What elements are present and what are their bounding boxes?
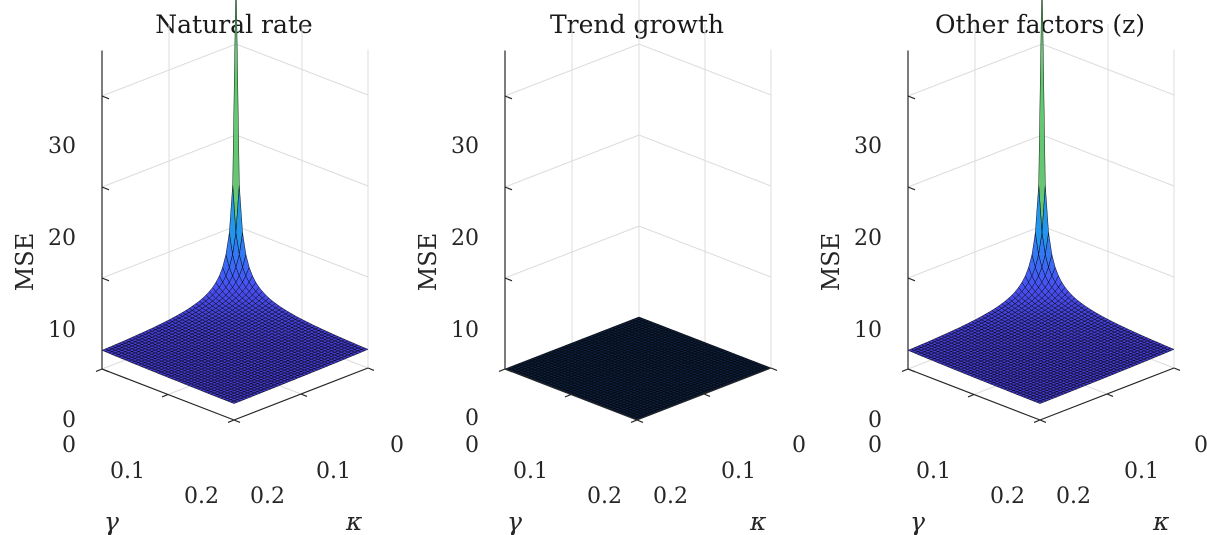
kappa-tick (233, 419, 241, 423)
z-tick (504, 186, 513, 191)
z-tick (907, 277, 916, 282)
z-tick-label: 20 (48, 226, 76, 251)
panel-title: Other factors (z) (935, 10, 1145, 39)
panel-other-factors: Other factors (z) 0 10 20 30 MSE 0 0.1 0… (817, 0, 1207, 535)
gamma-tick-label: 0.1 (110, 459, 145, 484)
gamma-tick (901, 368, 909, 372)
z-axis-label: MSE (414, 233, 442, 292)
kappa-tick-label: 0.2 (653, 484, 688, 509)
kappa-tick (703, 393, 711, 397)
kappa-axis-label: κ (1152, 507, 1170, 535)
gamma-tick (227, 419, 235, 423)
kappa-tick-label: 0.1 (1124, 459, 1159, 484)
kappa-tick (1039, 419, 1047, 423)
surface-patch (230, 400, 238, 404)
z-tick (101, 186, 110, 191)
grid-line (504, 225, 772, 279)
gamma-tick-label: 0.2 (990, 484, 1025, 509)
gamma-tick (498, 368, 506, 372)
panel-title: Natural rate (155, 10, 312, 39)
z-tick-label: 30 (451, 134, 479, 159)
gamma-tick-label: 0 (62, 433, 76, 458)
z-tick-label: 10 (48, 318, 76, 343)
kappa-tick (1173, 367, 1181, 371)
kappa-tick (636, 419, 644, 423)
gamma-tick-label: 0 (465, 433, 479, 458)
gamma-tick-label: 0.1 (513, 459, 548, 484)
kappa-tick-label: 0.2 (250, 484, 285, 509)
z-tick-label: 0 (465, 406, 479, 431)
gamma-tick-label: 0.2 (587, 484, 622, 509)
gamma-tick-label: 0.1 (916, 459, 951, 484)
gamma-tick (630, 419, 638, 423)
kappa-axis-label: κ (749, 507, 767, 535)
z-tick (907, 186, 916, 191)
gamma-tick (1033, 419, 1041, 423)
z-axis-label: MSE (817, 233, 845, 292)
z-tick (907, 95, 916, 100)
z-tick-label: 10 (451, 318, 479, 343)
kappa-tick (300, 393, 308, 397)
mse-surface (504, 316, 772, 421)
gamma-axis-label: γ (910, 507, 925, 535)
gamma-tick-label: 0.2 (184, 484, 219, 509)
gamma-axis-label: γ (104, 507, 119, 535)
grid-line (504, 134, 772, 188)
z-tick (504, 95, 513, 100)
z-tick-label: 0 (62, 408, 76, 433)
mse-surface (907, 0, 1175, 404)
mse-surface (101, 0, 369, 404)
z-tick (101, 277, 110, 282)
gamma-tick (161, 393, 169, 398)
z-axis-label: MSE (11, 233, 39, 292)
kappa-tick-label: 0 (1194, 433, 1207, 458)
kappa-tick (1106, 393, 1114, 397)
kappa-tick (770, 367, 778, 371)
kappa-axis-label: κ (345, 507, 363, 535)
z-tick (504, 277, 513, 282)
panel-title: Trend growth (550, 10, 724, 39)
kappa-tick (367, 367, 375, 371)
panel-natural-rate: Natural rate 0 10 20 30 MSE 0 0.1 0.2 0 … (11, 0, 404, 535)
kappa-tick-label: 0.1 (316, 459, 351, 484)
z-tick-label: 30 (854, 134, 882, 159)
gamma-axis-label: γ (507, 507, 522, 535)
z-tick-label: 20 (854, 226, 882, 251)
kappa-tick-label: 0 (792, 433, 806, 458)
kappa-tick-label: 0.1 (721, 459, 756, 484)
z-tick-label: 0 (868, 408, 882, 433)
z-tick-label: 30 (48, 134, 76, 159)
gamma-tick (967, 393, 975, 398)
kappa-tick-label: 0.2 (1056, 484, 1091, 509)
panel-trend-growth: Trend growth 0 10 20 30 MSE 0 0.1 0.2 0 … (414, 0, 806, 535)
z-tick (101, 95, 110, 100)
z-tick-label: 10 (854, 318, 882, 343)
gamma-tick (564, 393, 572, 398)
gamma-tick (95, 368, 103, 372)
axes (95, 50, 375, 423)
z-tick-label: 20 (451, 226, 479, 251)
grid-line (504, 43, 772, 97)
gamma-tick-label: 0 (868, 433, 882, 458)
kappa-tick-label: 0 (390, 433, 404, 458)
